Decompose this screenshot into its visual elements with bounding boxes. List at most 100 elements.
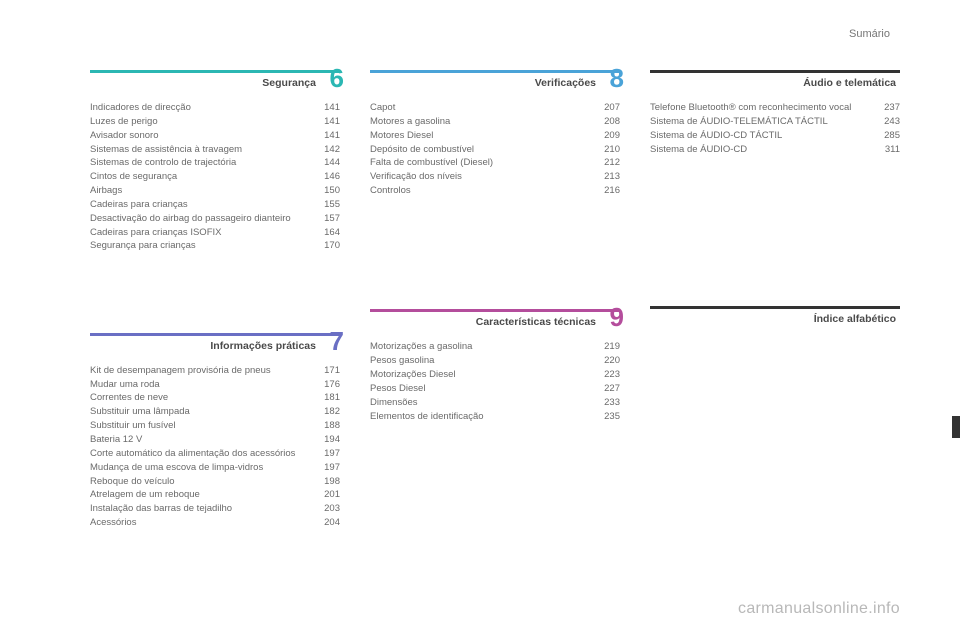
toc-row: Avisador sonoro141 <box>90 130 340 142</box>
toc-label: Luzes de perigo <box>90 116 324 128</box>
toc-row: Reboque do veículo198 <box>90 476 340 488</box>
toc-page: 171 <box>324 365 340 377</box>
toc-page: 150 <box>324 185 340 197</box>
toc-label: Motores a gasolina <box>370 116 604 128</box>
toc-label: Correntes de neve <box>90 392 324 404</box>
toc-row: Atrelagem de um reboque201 <box>90 489 340 501</box>
toc-row: Mudar uma roda176 <box>90 379 340 391</box>
toc-label: Cadeiras para crianças <box>90 199 324 211</box>
toc-row: Mudança de uma escova de limpa-vidros197 <box>90 462 340 474</box>
toc-label: Depósito de combustível <box>370 144 604 156</box>
toc-row: Cadeiras para crianças ISOFIX164 <box>90 227 340 239</box>
section-6-list: Indicadores de direcção141Luzes de perig… <box>90 102 340 253</box>
toc-page: 170 <box>324 240 340 252</box>
toc-label: Motorizações Diesel <box>370 369 604 381</box>
section-6-title: Segurança <box>262 77 316 89</box>
toc-page: 198 <box>324 476 340 488</box>
toc-label: Sistemas de controlo de trajectória <box>90 157 324 169</box>
toc-row: Pesos Diesel227 <box>370 383 620 395</box>
section-9-number: 9 <box>610 304 624 330</box>
toc-page: 311 <box>885 144 900 156</box>
toc-label: Sistema de ÁUDIO-TELEMÁTICA TÁCTIL <box>650 116 884 128</box>
toc-label: Instalação das barras de tejadilho <box>90 503 324 515</box>
toc-page: 188 <box>324 420 340 432</box>
toc-label: Corte automático da alimentação dos aces… <box>90 448 324 460</box>
column-right: Áudio e telemática Telefone Bluetooth® c… <box>650 70 900 609</box>
toc-label: Sistema de ÁUDIO-CD TÁCTIL <box>650 130 884 142</box>
toc-label: Elementos de identificação <box>370 411 604 423</box>
section-6-number: 6 <box>330 65 344 91</box>
page-header-label: Sumário <box>849 28 890 40</box>
toc-page: 141 <box>324 116 340 128</box>
section-9: Características técnicas 9 Motorizações … <box>370 309 620 423</box>
toc-page: 235 <box>604 411 620 423</box>
toc-label: Pesos Diesel <box>370 383 604 395</box>
toc-page: 207 <box>604 102 620 114</box>
toc-row: Motorizações a gasolina219 <box>370 341 620 353</box>
toc-label: Airbags <box>90 185 324 197</box>
toc-row: Airbags150 <box>90 185 340 197</box>
toc-page: 144 <box>324 157 340 169</box>
toc-page: 227 <box>604 383 620 395</box>
toc-page: 220 <box>604 355 620 367</box>
toc-row: Falta de combustível (Diesel)212 <box>370 157 620 169</box>
toc-page: 141 <box>324 130 340 142</box>
toc-row: Controlos216 <box>370 185 620 197</box>
toc-row: Acessórios204 <box>90 517 340 529</box>
toc-row: Luzes de perigo141 <box>90 116 340 128</box>
toc-label: Telefone Bluetooth® com reconhecimento v… <box>650 102 884 114</box>
toc-label: Desactivação do airbag do passageiro dia… <box>90 213 324 225</box>
toc-row: Telefone Bluetooth® com reconhecimento v… <box>650 102 900 114</box>
toc-page: 233 <box>604 397 620 409</box>
toc-label: Verificação dos níveis <box>370 171 604 183</box>
section-audio-title: Áudio e telemática <box>803 77 896 89</box>
toc-row: Bateria 12 V194 <box>90 434 340 446</box>
section-8-title: Verificações <box>535 77 596 89</box>
column-left: Segurança 6 Indicadores de direcção141Lu… <box>90 70 340 609</box>
toc-label: Motorizações a gasolina <box>370 341 604 353</box>
toc-page: 285 <box>884 130 900 142</box>
toc-label: Bateria 12 V <box>90 434 324 446</box>
toc-row: Verificação dos níveis213 <box>370 171 620 183</box>
section-audio-heading: Áudio e telemática <box>650 70 900 90</box>
toc-page: 157 <box>324 213 340 225</box>
section-8-heading: Verificações 8 <box>370 70 620 90</box>
toc-row: Pesos gasolina220 <box>370 355 620 367</box>
toc-row: Correntes de neve181 <box>90 392 340 404</box>
toc-row: Sistema de ÁUDIO-CD TÁCTIL285 <box>650 130 900 142</box>
section-9-list: Motorizações a gasolina219 Pesos gasolina… <box>370 341 620 423</box>
toc-label: Acessórios <box>90 517 324 529</box>
section-7-number: 7 <box>330 328 344 354</box>
toc-row: Sistema de ÁUDIO-TELEMÁTICA TÁCTIL243 <box>650 116 900 128</box>
toc-label: Sistemas de assistência à travagem <box>90 144 324 156</box>
section-audio: Áudio e telemática Telefone Bluetooth® c… <box>650 70 900 156</box>
section-7-list: Kit de desempanagem provisória de pneus1… <box>90 365 340 530</box>
toc-label: Indicadores de direcção <box>90 102 324 114</box>
toc-row: Sistemas de assistência à travagem142 <box>90 144 340 156</box>
toc-page: 216 <box>604 185 620 197</box>
toc-row: Motores a gasolina208 <box>370 116 620 128</box>
toc-page: 197 <box>324 448 340 460</box>
watermark-text: carmanualsonline.info <box>738 600 900 618</box>
toc-page: 223 <box>604 369 620 381</box>
toc-page: 210 <box>604 144 620 156</box>
toc-page: 237 <box>884 102 900 114</box>
section-8: Verificações 8 Capot207Motores a gasolin… <box>370 70 620 197</box>
toc-row: Motorizações Diesel223 <box>370 369 620 381</box>
toc-page: 201 <box>324 489 340 501</box>
toc-row: Dimensões233 <box>370 397 620 409</box>
toc-label: Dimensões <box>370 397 604 409</box>
toc-page: 141 <box>324 102 340 114</box>
toc-label: Reboque do veículo <box>90 476 324 488</box>
toc-page: 204 <box>324 517 340 529</box>
toc-page: 219 <box>604 341 620 353</box>
toc-page: 155 <box>324 199 340 211</box>
toc-page: 164 <box>324 227 340 239</box>
section-index: Índice alfabético <box>650 306 900 326</box>
toc-row: Sistema de ÁUDIO-CD311 <box>650 144 900 156</box>
toc-label: Mudar uma roda <box>90 379 324 391</box>
toc-row: Substituir uma lâmpada182 <box>90 406 340 418</box>
toc-row: Instalação das barras de tejadilho203 <box>90 503 340 515</box>
toc-page: 146 <box>324 171 340 183</box>
toc-label: Controlos <box>370 185 604 197</box>
